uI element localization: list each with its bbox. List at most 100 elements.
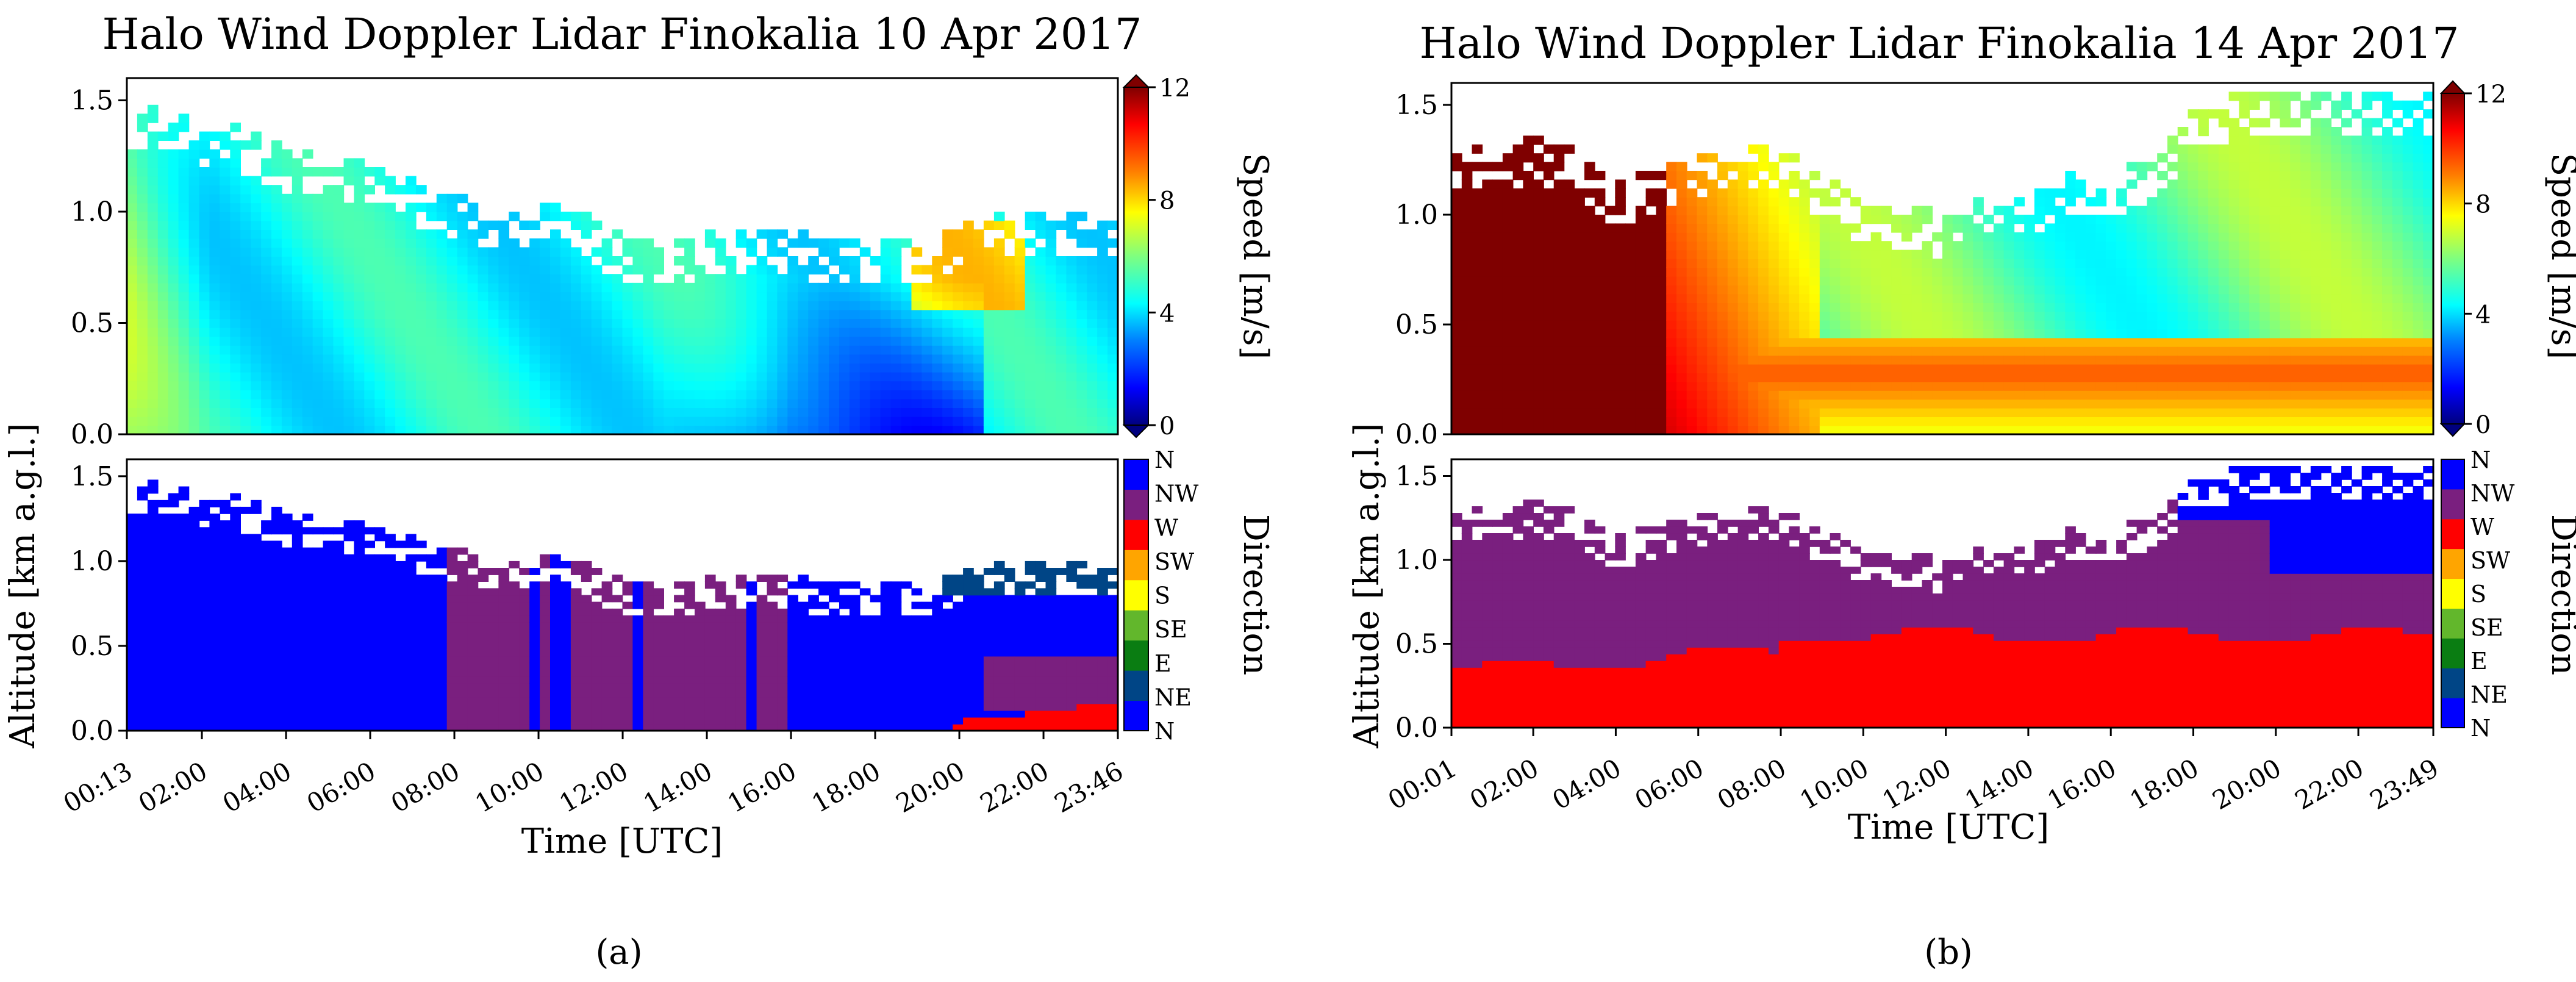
direction-cell — [808, 683, 819, 690]
speed-cell — [746, 425, 757, 435]
direction-cell — [333, 540, 345, 548]
direction-cell — [818, 649, 829, 657]
direction-cell — [1004, 656, 1015, 664]
direction-cell — [849, 608, 860, 616]
speed-cell — [570, 318, 582, 328]
direction-cell — [251, 676, 262, 684]
speed-cell — [664, 327, 674, 337]
speed-cell — [1492, 417, 1503, 426]
direction-cell — [674, 622, 685, 629]
speed-cell — [199, 301, 210, 310]
speed-cell — [220, 390, 231, 400]
direction-cell — [251, 662, 262, 670]
speed-cell — [643, 416, 654, 426]
direction-cell — [849, 601, 860, 609]
speed-cell — [1492, 355, 1503, 365]
speed-cell — [674, 354, 685, 364]
direction-cell — [395, 636, 406, 643]
direction-cell — [715, 669, 726, 677]
direction-cell — [756, 622, 768, 629]
speed-cell — [529, 318, 540, 328]
direction-cell — [993, 656, 1005, 664]
speed-cell — [457, 354, 468, 364]
direction-cell — [292, 636, 303, 643]
direction-cell — [890, 601, 902, 609]
direction-cell — [581, 710, 592, 718]
direction-cell — [777, 703, 789, 711]
speed-cell — [1014, 363, 1026, 373]
speed-cell — [292, 301, 303, 310]
speed-cell — [849, 371, 860, 382]
direction-cell — [416, 615, 427, 623]
direction-cell — [188, 676, 200, 684]
direction-cell — [168, 554, 179, 562]
speed-cell — [1066, 256, 1078, 266]
direction-cell — [178, 595, 190, 603]
speed-cell — [942, 247, 953, 257]
speed-cell — [1512, 346, 1524, 356]
direction-cell — [478, 622, 489, 629]
speed-cell — [354, 354, 365, 364]
direction-cell — [756, 649, 768, 657]
speed-cell — [612, 425, 623, 435]
speed-cell — [1461, 390, 1473, 400]
direction-cell — [1004, 683, 1015, 690]
speed-cell — [829, 390, 840, 400]
speed-cell — [777, 274, 789, 284]
direction-cell — [601, 703, 613, 711]
speed-cell — [932, 345, 943, 355]
direction-cell — [746, 703, 757, 711]
direction-cell — [251, 710, 262, 718]
direction-cell — [498, 615, 510, 623]
direction-cell — [643, 629, 654, 636]
speed-cell — [529, 238, 540, 248]
speed-cell — [787, 265, 798, 274]
direction-cell — [178, 636, 190, 643]
speed-cell — [271, 282, 282, 293]
speed-cell — [406, 371, 417, 382]
direction-cell — [993, 723, 1005, 731]
speed-cell — [1076, 345, 1087, 355]
direction-cell — [188, 697, 200, 704]
speed-cell — [953, 247, 964, 257]
speed-cell — [550, 318, 561, 328]
direction-cell — [127, 710, 138, 718]
speed-cell — [1076, 327, 1087, 337]
speed-cell — [746, 345, 757, 355]
speed-cell — [901, 425, 912, 435]
direction-cell — [632, 615, 644, 623]
speed-cell — [188, 238, 200, 248]
speed-cell — [302, 238, 313, 248]
speed-cell — [859, 381, 871, 390]
speed-cell — [880, 381, 892, 390]
speed-cell — [591, 247, 603, 257]
speed-cell — [684, 345, 695, 355]
speed-cell — [653, 292, 664, 301]
direction-cell — [230, 656, 241, 664]
direction-cell — [209, 669, 221, 677]
direction-cell — [1035, 656, 1046, 664]
direction-cell — [540, 662, 551, 670]
direction-cell — [199, 514, 210, 521]
speed-cell — [1056, 390, 1067, 400]
speed-cell — [1461, 171, 1473, 181]
speed-cell — [725, 318, 737, 328]
direction-cell — [787, 717, 798, 725]
direction-cell — [560, 676, 571, 684]
direction-cell — [467, 601, 479, 609]
speed-cell — [612, 292, 623, 301]
direction-cell — [1014, 710, 1026, 718]
direction-cell — [467, 636, 479, 643]
direction-cell — [612, 629, 623, 636]
direction-cell — [302, 608, 313, 616]
speed-cell — [157, 416, 169, 426]
direction-cell — [973, 690, 984, 698]
speed-cell — [1451, 381, 1462, 391]
direction-cell — [446, 581, 458, 589]
speed-cell — [1492, 259, 1503, 268]
speed-cell — [220, 256, 231, 266]
speed-cell — [1076, 274, 1087, 284]
direction-cell — [601, 676, 613, 684]
speed-cell — [509, 407, 520, 417]
speed-cell — [839, 301, 850, 310]
